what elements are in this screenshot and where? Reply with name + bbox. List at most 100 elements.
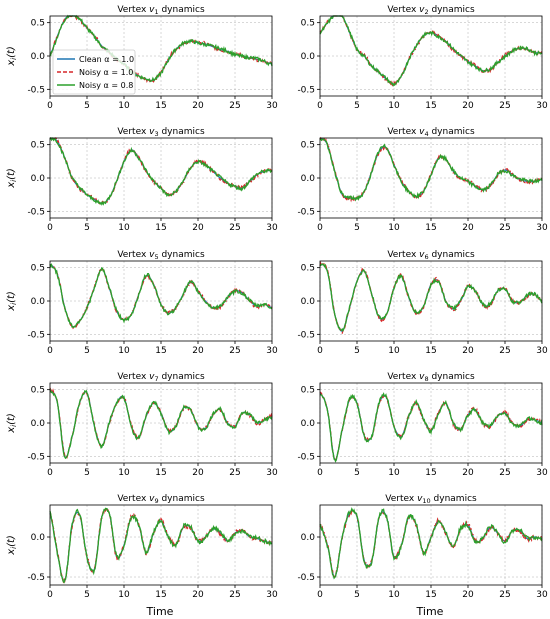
series-line-noisy-08 xyxy=(319,15,543,87)
y-tick-label: 0.0 xyxy=(31,419,46,429)
x-axis-label-left: Time xyxy=(146,605,174,618)
x-tick-label: 5 xyxy=(354,346,360,356)
x-tick-label: 15 xyxy=(155,346,166,356)
subplot-vertex-8: Vertex v8 dynamics 0 5 10 15 20 25 30 -0.5 0.0 0.5 xyxy=(297,372,548,478)
x-tick-label: 0 xyxy=(47,590,53,600)
series-line-noisy-08 xyxy=(319,263,543,333)
x-tick-label: 20 xyxy=(462,223,474,233)
series-line-noisy-08 xyxy=(49,388,273,460)
x-tick-label: 20 xyxy=(462,590,474,600)
x-tick-label: 30 xyxy=(536,223,548,233)
x-tick-label: 30 xyxy=(536,468,548,478)
x-tick-label: 30 xyxy=(266,223,278,233)
x-tick-label: 25 xyxy=(229,590,240,600)
x-tick-label: 30 xyxy=(536,346,548,356)
x-tick-label: 0 xyxy=(317,346,323,356)
y-tick-label: -0.5 xyxy=(27,573,45,583)
subplot-title: Vertex v7 dynamics xyxy=(117,372,205,383)
x-tick-label: 10 xyxy=(388,101,400,111)
x-tick-label: 10 xyxy=(388,468,400,478)
x-tick-label: 0 xyxy=(317,590,323,600)
x-tick-label: 0 xyxy=(47,101,53,111)
x-tick-label: 25 xyxy=(499,590,510,600)
x-tick-label: 20 xyxy=(462,468,474,478)
subplot-vertex-1: Vertex v1 dynamics 0 5 10 15 20 25 30 -0.5 0.0 0.5… xyxy=(6,5,278,111)
subplot-grid: Vertex v1 dynamics 0 5 10 15 20 25 30 -0.5 0.0 0.5… xyxy=(6,5,548,600)
x-tick-label: 30 xyxy=(536,590,548,600)
x-tick-label: 5 xyxy=(84,346,90,356)
subplot-vertex-7: Vertex v7 dynamics 0 5 10 15 20 25 30 -0.5 0.0 0.5… xyxy=(6,372,278,478)
legend-label-clean: Clean α = 1.0 xyxy=(79,55,134,64)
x-tick-label: 5 xyxy=(354,101,360,111)
series-line-noisy-08 xyxy=(319,507,543,580)
x-tick-label: 5 xyxy=(84,101,90,111)
subplot-title: Vertex v2 dynamics xyxy=(387,5,475,16)
x-tick-label: 5 xyxy=(354,468,360,478)
subplot-vertex-3: Vertex v3 dynamics 0 5 10 15 20 25 30 -0.5 0.0 0.5… xyxy=(6,127,278,233)
y-tick-label: 0.5 xyxy=(301,141,315,151)
x-tick-label: 30 xyxy=(266,590,278,600)
subplot-title: Vertex v4 dynamics xyxy=(387,127,475,138)
x-tick-label: 25 xyxy=(229,223,240,233)
y-axis-label: xi(t) xyxy=(6,413,18,434)
subplot-vertex-6: Vertex v6 dynamics 0 5 10 15 20 25 30 -0.5 0.0 0.5 xyxy=(297,250,548,356)
x-tick-label: 15 xyxy=(155,101,166,111)
x-tick-label: 15 xyxy=(425,468,436,478)
x-tick-label: 15 xyxy=(155,223,166,233)
x-tick-label: 0 xyxy=(47,346,53,356)
series-line-noisy-08 xyxy=(49,136,273,206)
x-tick-label: 25 xyxy=(229,101,240,111)
y-tick-label: 0.0 xyxy=(301,533,316,543)
subplot-title: Vertex v10 dynamics xyxy=(385,494,477,505)
x-tick-label: 25 xyxy=(499,346,510,356)
x-tick-label: 10 xyxy=(118,101,130,111)
y-tick-label: 0.0 xyxy=(301,52,316,62)
x-tick-label: 10 xyxy=(118,590,130,600)
x-axis-label-right: Time xyxy=(416,605,444,618)
x-tick-label: 0 xyxy=(317,223,323,233)
y-tick-label: -0.5 xyxy=(297,330,315,340)
y-tick-label: 0.5 xyxy=(31,386,45,396)
y-tick-label: 0.0 xyxy=(301,174,316,184)
x-tick-label: 0 xyxy=(47,468,53,478)
y-tick-label: -0.5 xyxy=(297,207,315,217)
x-tick-label: 10 xyxy=(388,590,400,600)
subplot-title: Vertex v8 dynamics xyxy=(387,372,475,383)
y-axis-label: xi(t) xyxy=(6,291,18,312)
series-line-noisy-08 xyxy=(319,392,543,463)
x-tick-label: 30 xyxy=(536,101,548,111)
y-tick-label: -0.5 xyxy=(297,452,315,462)
y-axis-label: xi(t) xyxy=(6,168,18,189)
x-tick-label: 5 xyxy=(84,468,90,478)
subplot-title: Vertex v5 dynamics xyxy=(117,250,205,261)
subplot-vertex-4: Vertex v4 dynamics 0 5 10 15 20 25 30 -0.5 0.0 0.5 xyxy=(297,127,548,233)
legend-box xyxy=(52,49,136,95)
y-tick-label: 0.0 xyxy=(31,52,46,62)
series-line-clean xyxy=(319,510,543,578)
y-tick-label: 0.5 xyxy=(31,141,45,151)
subplot-vertex-2: Vertex v2 dynamics 0 5 10 15 20 25 30 -0.5 0.0 0.5 xyxy=(297,5,548,111)
y-tick-label: -0.5 xyxy=(297,573,315,583)
y-tick-label: -0.5 xyxy=(297,85,315,95)
x-tick-label: 30 xyxy=(266,101,278,111)
x-tick-label: 15 xyxy=(425,223,436,233)
y-tick-label: 0.0 xyxy=(301,419,316,429)
y-tick-label: 0.0 xyxy=(301,297,316,307)
x-tick-label: 0 xyxy=(47,223,53,233)
y-axis-label: xi(t) xyxy=(6,535,18,556)
x-tick-label: 5 xyxy=(84,223,90,233)
y-tick-label: 0.5 xyxy=(301,386,315,396)
y-tick-label: 0.0 xyxy=(31,533,46,543)
y-tick-label: -0.5 xyxy=(27,330,45,340)
y-tick-label: -0.5 xyxy=(27,85,45,95)
x-tick-label: 30 xyxy=(266,346,278,356)
x-tick-label: 5 xyxy=(354,223,360,233)
x-tick-label: 15 xyxy=(425,590,436,600)
y-axis-label: xi(t) xyxy=(6,46,18,67)
x-tick-label: 20 xyxy=(192,223,204,233)
legend: Clean α = 1.0 Noisy α = 1.0 Noisy α = 0.… xyxy=(52,49,136,95)
x-tick-label: 5 xyxy=(84,590,90,600)
x-tick-label: 15 xyxy=(155,468,166,478)
y-tick-label: -0.5 xyxy=(27,207,45,217)
subplot-title: Vertex v9 dynamics xyxy=(117,494,205,505)
